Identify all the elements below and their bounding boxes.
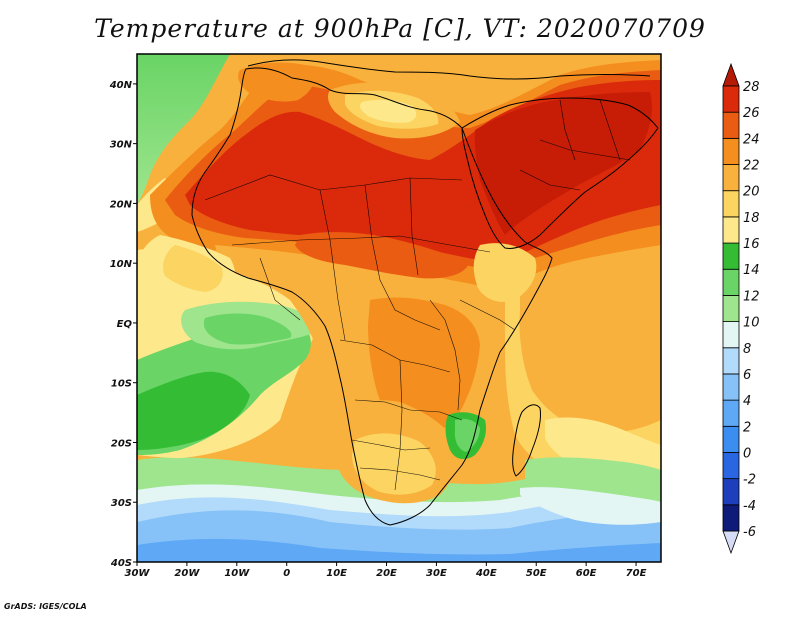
colorbar-label: 6 — [743, 368, 751, 383]
colorbar-label: 22 — [743, 159, 760, 174]
colorbar-swatch — [722, 190, 740, 218]
colorbar-swatch — [722, 137, 740, 165]
colorbar-swatch — [722, 373, 740, 401]
colorbar-swatch — [722, 452, 740, 480]
field-med-18 — [360, 99, 417, 123]
lon-tick-label: 30E — [426, 568, 447, 579]
colorbar-swatch — [722, 321, 740, 349]
lon-tick-label: 50E — [526, 568, 547, 579]
colorbar-label: 14 — [743, 263, 760, 278]
field-atlantic-16 — [137, 371, 250, 450]
colorbar-label: 12 — [743, 289, 760, 304]
colorbar-label: 26 — [743, 106, 760, 121]
map-title: Temperature at 900hPa [C], VT: 202007070… — [94, 14, 706, 43]
coastline-arabia — [461, 97, 659, 249]
field-se-10 — [520, 487, 661, 525]
field-nafrica-24 — [238, 62, 315, 102]
temperature-field — [137, 54, 661, 562]
lon-tick-label: 20W — [174, 568, 200, 579]
colorbar-label: -6 — [743, 525, 756, 540]
lat-tick-label: 30S — [111, 498, 132, 509]
longitude-axis: 30W 20W 10W 0 10E 20E 30E 40E 50E 60E 70E — [125, 562, 647, 579]
field-nw-ocean — [137, 54, 230, 205]
colorbar-swatch — [722, 164, 740, 192]
lat-tick-label: 30N — [110, 140, 133, 151]
lat-tick-label: EQ — [117, 319, 133, 330]
lat-tick-label: 10S — [111, 379, 132, 390]
colorbar-swatch — [722, 295, 740, 322]
field-mozambique-14 — [454, 418, 480, 452]
lon-tick-label: 30W — [125, 568, 151, 579]
colorbar-label: 24 — [743, 132, 760, 147]
field-south-4 — [137, 538, 661, 562]
colorbar-label: 10 — [743, 316, 760, 331]
colorbar-swatch — [722, 268, 740, 296]
coastline-africa — [191, 67, 553, 526]
field-westcoast-20 — [163, 245, 223, 292]
lat-tick-label: 40S — [110, 558, 132, 569]
lon-tick-label: 70E — [626, 568, 647, 579]
colorbar-swatch — [722, 111, 740, 139]
credit-label: GrADS: IGES/COLA — [4, 602, 87, 611]
colorbar-label: 2 — [743, 420, 751, 435]
country-borders — [204, 99, 631, 491]
coastlines — [191, 59, 659, 526]
colorbar-under-triangle — [722, 530, 740, 555]
field-sahel-26 — [295, 232, 470, 279]
colorbar-label: 8 — [743, 342, 751, 357]
colorbar-swatch — [722, 425, 740, 453]
colorbar-swatch — [722, 504, 740, 532]
coastline-europe — [247, 59, 651, 80]
colorbar-label: -2 — [743, 473, 756, 488]
lon-tick-label: 20E — [376, 568, 397, 579]
colorbar-swatch — [722, 478, 740, 506]
field-sa-20 — [352, 433, 436, 495]
colorbar-swatch — [722, 399, 740, 427]
lon-tick-label: 0 — [283, 568, 290, 579]
lat-tick-label: 10N — [110, 259, 133, 270]
colorbar-over-triangle — [722, 62, 740, 87]
colorbar-label: -4 — [743, 499, 756, 514]
colorbar-label: 4 — [743, 394, 751, 409]
lon-tick-label: 10E — [326, 568, 347, 579]
colorbar-label: 20 — [743, 185, 760, 200]
field-arabia-core — [474, 92, 652, 235]
lon-tick-label: 60E — [576, 568, 597, 579]
lat-tick-label: 40N — [109, 80, 133, 91]
colorbar-swatch — [722, 85, 740, 113]
colorbar-label: 16 — [743, 237, 760, 252]
colorbar-swatch — [722, 216, 740, 244]
field-indian-22 — [519, 270, 661, 433]
map-frame — [136, 53, 662, 563]
field-horn-20 — [473, 243, 537, 302]
colorbar-swatch — [722, 347, 740, 375]
lat-tick-label: 20S — [111, 438, 132, 449]
field-atlantic-17 — [203, 313, 292, 345]
colorbar-label: 0 — [743, 446, 751, 461]
lon-tick-label: 40E — [475, 568, 497, 579]
colorbar-label: 18 — [743, 211, 760, 226]
latitude-axis: 40N 30N 20N 10N EQ 10S 20S 30S 40S — [109, 80, 137, 569]
coastline-madagascar — [512, 404, 541, 477]
colorbar-swatch — [722, 242, 740, 270]
lon-tick-label: 10W — [224, 568, 250, 579]
colorbar-label: 28 — [743, 80, 760, 95]
lat-tick-label: 20N — [110, 199, 133, 210]
